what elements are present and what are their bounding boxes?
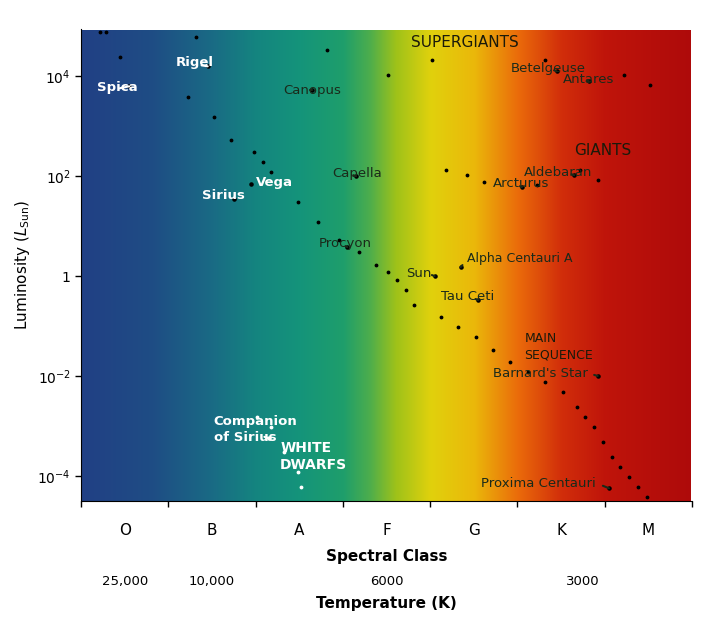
Text: WHITE
DWARFS: WHITE DWARFS: [280, 441, 347, 473]
Text: O: O: [119, 523, 131, 538]
Text: GIANTS: GIANTS: [574, 143, 631, 158]
Text: Barnard's Star: Barnard's Star: [493, 367, 588, 380]
Text: Aldebaran: Aldebaran: [525, 166, 593, 178]
Text: K: K: [556, 523, 566, 538]
Text: Procyon: Procyon: [318, 237, 371, 250]
Text: B: B: [207, 523, 217, 538]
Text: G: G: [468, 523, 479, 538]
Text: Companion
of Sirius: Companion of Sirius: [214, 415, 297, 444]
Text: Spectral Class: Spectral Class: [325, 549, 448, 564]
Text: 10,000: 10,000: [189, 575, 235, 587]
Text: M: M: [642, 523, 655, 538]
Text: Sirius: Sirius: [202, 189, 244, 202]
Text: F: F: [382, 523, 391, 538]
Text: Betelgeuse: Betelgeuse: [510, 62, 585, 75]
Text: Spica: Spica: [97, 81, 138, 94]
Text: 3000: 3000: [566, 575, 599, 587]
Text: Vega: Vega: [256, 176, 293, 189]
Text: Tau Ceti: Tau Ceti: [441, 290, 494, 302]
Text: MAIN
SEQUENCE: MAIN SEQUENCE: [525, 333, 593, 361]
Text: Sun: Sun: [406, 267, 431, 280]
Text: Arcturus: Arcturus: [493, 177, 549, 190]
Text: SUPERGIANTS: SUPERGIANTS: [411, 35, 519, 50]
Text: Temperature (K): Temperature (K): [316, 596, 457, 611]
Text: 6000: 6000: [370, 575, 403, 587]
Text: A: A: [294, 523, 304, 538]
Text: 25,000: 25,000: [102, 575, 148, 587]
Text: Canopus: Canopus: [284, 84, 342, 97]
Text: Capella: Capella: [333, 167, 382, 180]
Text: Rigel: Rigel: [175, 56, 213, 69]
Text: Alpha Centauri A: Alpha Centauri A: [467, 252, 573, 265]
Text: Antares: Antares: [563, 73, 614, 86]
Y-axis label: Luminosity ($L_\mathrm{Sun}$): Luminosity ($L_\mathrm{Sun}$): [13, 200, 32, 330]
Text: Proxima Centauri: Proxima Centauri: [481, 477, 595, 490]
